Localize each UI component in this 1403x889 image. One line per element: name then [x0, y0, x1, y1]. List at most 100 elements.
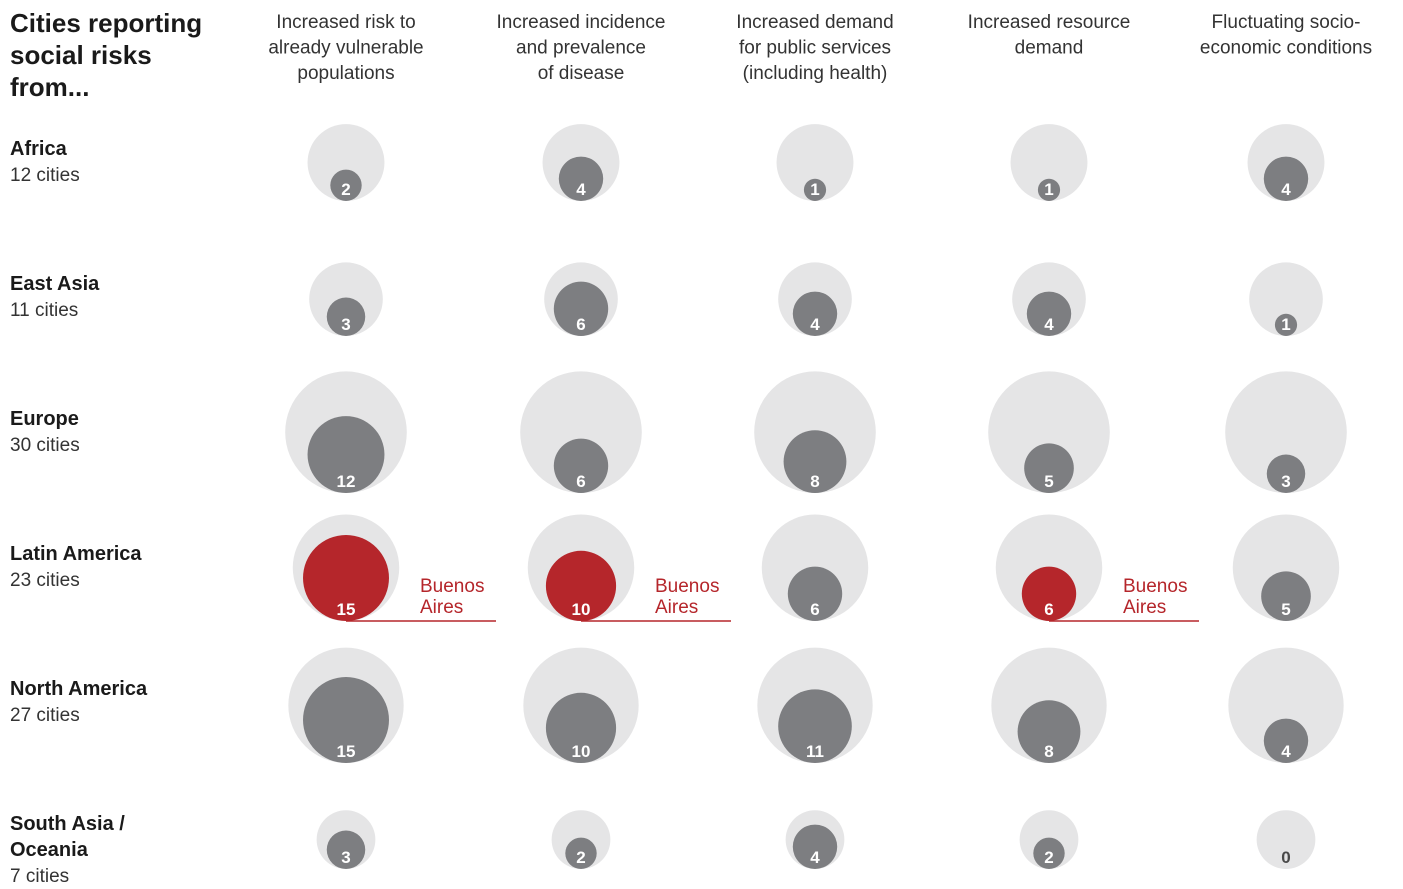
bubble-cell: 10 [523, 647, 639, 764]
region-label: North America [10, 678, 148, 700]
inner-bubble [803, 178, 827, 201]
row-labels: Africa 12 cities East Asia 11 cities Europe 3… [10, 138, 148, 887]
outer-bubble [776, 124, 854, 201]
column-header-line: Increased demand [736, 12, 893, 33]
bubble-value: 10 [572, 600, 591, 619]
bubble-cell: 2 [307, 124, 385, 201]
inner-bubble [792, 291, 838, 336]
bubble-value: 10 [572, 742, 591, 761]
bubble-cell: 4 [785, 810, 845, 869]
bubble-value: 3 [341, 315, 350, 334]
callout-label: Aires [1123, 597, 1166, 618]
inner-bubble [787, 566, 843, 621]
column-header-line: and prevalence [516, 38, 646, 59]
bubble-cell: 0 [1256, 810, 1316, 869]
bubble-value: 4 [576, 180, 586, 199]
inner-bubble [553, 281, 609, 336]
bubble-value: 2 [341, 180, 350, 199]
outer-bubble [1225, 371, 1347, 493]
region-label: Latin America [10, 543, 142, 565]
inner-bubble [330, 169, 362, 201]
inner-bubble [1274, 313, 1298, 336]
bubble-value: 4 [1281, 180, 1291, 199]
outer-bubble [520, 371, 642, 493]
column-header-line: demand [1015, 38, 1084, 59]
inner-bubble [1263, 156, 1309, 201]
column-headers: Increased risk to already vulnerable popul… [268, 12, 1372, 84]
outer-bubble [1010, 124, 1088, 201]
inner-bubble [1021, 566, 1077, 621]
bubble-value: 1 [1281, 315, 1290, 334]
inner-bubble [545, 550, 617, 622]
title-line: Cities reporting [10, 8, 202, 38]
bubble-cell: 11 [757, 647, 873, 764]
city-count-label: 30 cities [10, 435, 80, 456]
bubble-value: 3 [341, 848, 350, 867]
bubble-cell: 4 [1012, 262, 1086, 336]
bubble-cell: 1 [776, 124, 854, 201]
bubble-value: 3 [1281, 472, 1290, 491]
region-label: Oceania [10, 839, 89, 861]
outer-bubble [988, 371, 1110, 493]
bubble-value: 11 [806, 742, 824, 761]
bubble-value: 6 [810, 600, 819, 619]
bubble-value: 8 [1044, 742, 1053, 761]
outer-bubble [1249, 262, 1323, 336]
column-header-line: for public services [739, 38, 891, 59]
bubble-value: 8 [810, 472, 819, 491]
bubble-cell: 6 [761, 514, 869, 622]
inner-bubble [1263, 718, 1309, 763]
bubble-cell: 5 [988, 371, 1110, 494]
bubble-value: 4 [1044, 315, 1054, 334]
region-label: East Asia [10, 273, 100, 295]
bubble-cell: 4 [778, 262, 852, 336]
inner-bubble [1024, 443, 1074, 494]
region-label: South Asia / [10, 813, 125, 835]
column-header-line: Increased risk to [276, 12, 415, 33]
column-header-line: of disease [538, 63, 625, 84]
inner-bubble [778, 689, 852, 764]
bubble-value: 6 [576, 472, 585, 491]
outer-bubble [1232, 514, 1340, 622]
inner-bubble [303, 535, 389, 621]
bubble-value: 4 [810, 848, 820, 867]
bubble-value: 6 [576, 315, 585, 334]
bubble-cell: 4 [1247, 124, 1325, 201]
title-line: social risks [10, 40, 152, 70]
bubble-value: 6 [1044, 600, 1053, 619]
bubble-cell: 6 [520, 371, 642, 493]
city-count-label: 7 cities [10, 866, 69, 887]
inner-bubble [1037, 178, 1061, 201]
city-count-label: 23 cities [10, 570, 80, 591]
outer-bubble [1256, 810, 1316, 869]
inner-bubble [565, 837, 597, 870]
bubble-value: 5 [1281, 600, 1290, 619]
bubble-cell: 3 [1225, 371, 1347, 493]
column-header-line: Increased incidence [497, 12, 666, 33]
inner-bubble [1026, 291, 1072, 336]
bubble-value: 4 [1281, 742, 1291, 761]
inner-bubble [1266, 454, 1306, 493]
callout-label: Buenos [420, 576, 484, 597]
bubble-cell: 8 [754, 371, 876, 493]
inner-bubble [307, 416, 385, 493]
region-label: Africa [10, 138, 68, 160]
inner-bubble [783, 430, 847, 493]
callout-label: Buenos [655, 576, 719, 597]
bubble-value: 1 [1044, 180, 1053, 199]
bubble-cell: 8 [991, 647, 1107, 763]
bubble-cell: 5 [1232, 514, 1340, 622]
bubble-cell: 3 [316, 810, 376, 869]
column-header-line: already vulnerable [268, 38, 423, 59]
bubble-value: 12 [337, 472, 356, 491]
inner-bubble [1033, 837, 1065, 870]
inner-bubble [1017, 700, 1081, 763]
bubble-value: 15 [337, 742, 356, 761]
callout-label: Aires [420, 597, 463, 618]
bubble-value: 2 [576, 848, 585, 867]
